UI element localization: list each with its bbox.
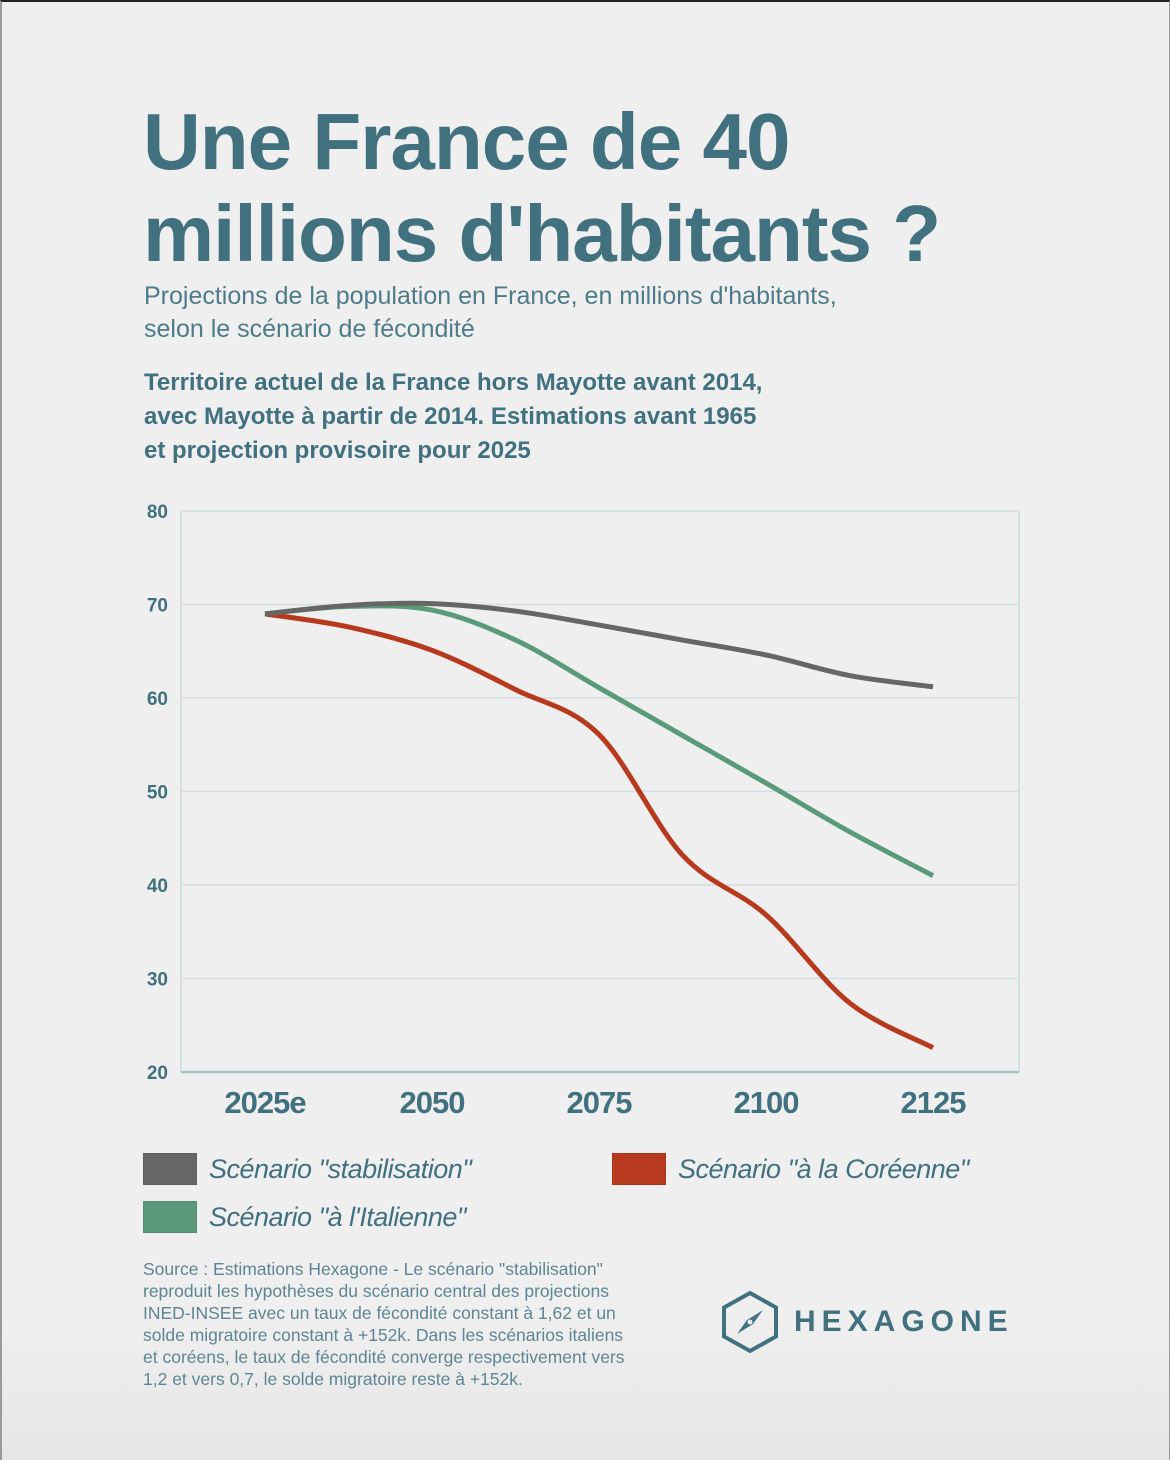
legend-label-italienne: Scénario "à l'Italienne" (209, 1201, 467, 1232)
x-tick-label: 2050 (400, 1085, 465, 1120)
legend-swatch-italienne (143, 1201, 197, 1233)
series-italienne-line (264, 603, 935, 878)
title-line-2: millions d'habitants ? (143, 189, 941, 278)
series-coreenne-line (264, 611, 935, 1050)
y-tick-label: 70 (147, 596, 168, 617)
series-layer (264, 600, 935, 1050)
x-tick-label: 2025e (224, 1085, 306, 1120)
x-tick-label: 2075 (567, 1085, 633, 1120)
subtitle-line-1: Projections de la population en France, … (144, 282, 837, 310)
source-line: solde migratoire constant à +152k. Dans … (143, 1325, 624, 1345)
brand-name: HEXAGONE (794, 1305, 1014, 1338)
y-tick-label: 40 (147, 876, 168, 897)
legend-label-stabilisation: Scénario "stabilisation" (209, 1153, 472, 1184)
series-stabilisation-line (264, 600, 934, 690)
note-line-3: et projection provisoire pour 2025 (144, 437, 531, 464)
source-line: 1,2 et vers 0,7, le solde migratoire res… (143, 1369, 523, 1389)
title-line-1: Une France de 40 (143, 97, 791, 186)
source-line: et coréens, le taux de fécondité converg… (143, 1347, 625, 1367)
x-tick-label: 2125 (901, 1085, 967, 1120)
population-line-chart: 20 30 40 50 60 70 80 2025e 2050 2075 2100 2125 (147, 502, 1020, 1120)
legend-item-coreenne: Scénario "à la Coréenne" (612, 1153, 969, 1185)
legend-swatch-coreenne (612, 1153, 666, 1185)
source-line: Source : Estimations Hexagone - Le scéna… (143, 1259, 603, 1279)
legend-swatch-stabilisation (143, 1153, 197, 1185)
note-line-1: Territoire actuel de la France hors Mayo… (144, 369, 763, 396)
legend-label-coreenne: Scénario "à la Coréenne" (678, 1153, 969, 1184)
source-note: Source : Estimations Hexagone - Le scéna… (143, 1258, 703, 1390)
y-tick-label: 80 (147, 502, 168, 523)
subtitle-line-2: selon le scénario de fécondité (144, 315, 475, 343)
compass-hexagon-icon (722, 1290, 778, 1354)
legend-item-italienne: Scénario "à l'Italienne" (143, 1201, 467, 1233)
y-tick-label: 60 (147, 689, 168, 710)
scope-note: Territoire actuel de la France hors Mayo… (144, 366, 1064, 468)
x-axis: 2025e 2050 2075 2100 2125 (224, 1085, 967, 1120)
brand-logo: HEXAGONE (720, 1290, 1014, 1354)
y-axis: 20 30 40 50 60 70 80 (147, 502, 168, 1084)
y-tick-label: 50 (147, 783, 168, 804)
y-tick-label: 20 (147, 1063, 168, 1084)
note-line-2: avec Mayotte à partir de 2014. Estimatio… (144, 403, 757, 430)
grid-layer (180, 510, 1020, 1074)
source-line: reproduit les hypothèses du scénario cen… (143, 1281, 609, 1301)
legend-item-stabilisation: Scénario "stabilisation" (143, 1153, 472, 1185)
x-tick-label: 2100 (734, 1085, 799, 1120)
source-line: INED-INSEE avec un taux de fécondité con… (143, 1303, 616, 1323)
y-tick-label: 30 (147, 970, 168, 991)
chart-subtitle: Projections de la population en France, … (144, 280, 1064, 346)
page-title: Une France de 40 millions d'habitants ? (143, 96, 1103, 280)
